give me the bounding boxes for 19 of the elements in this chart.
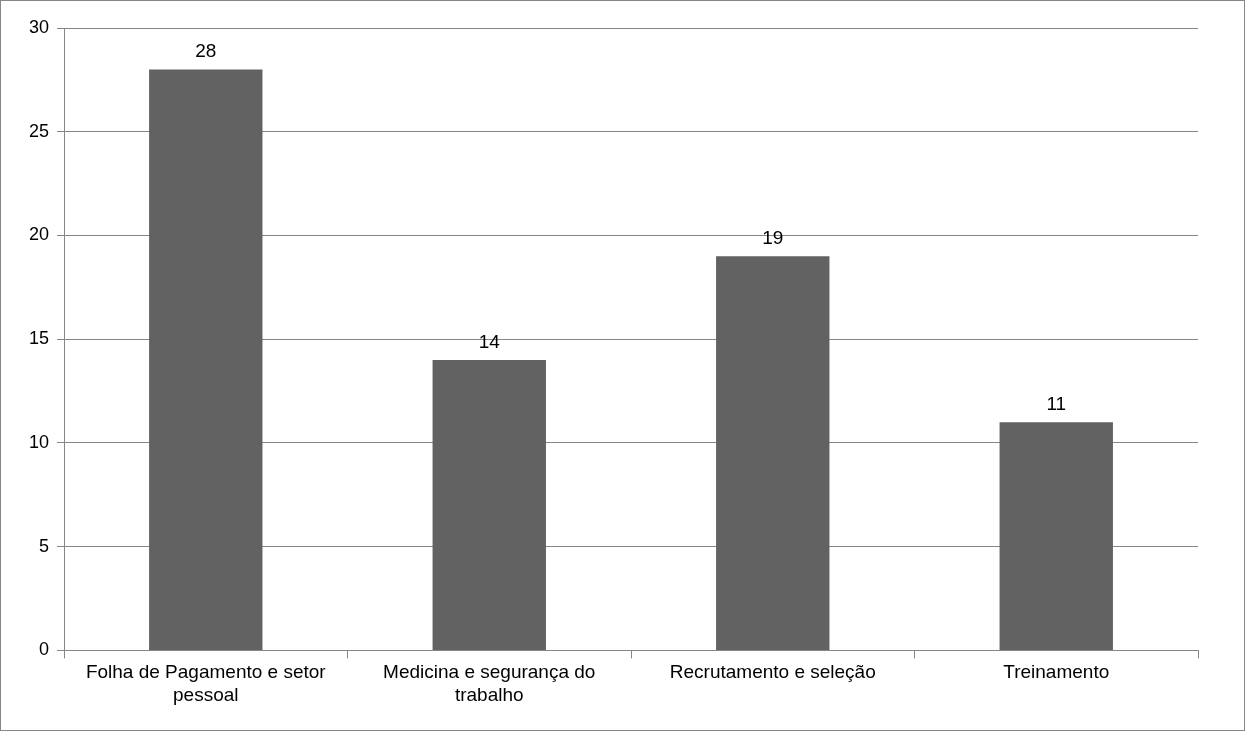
data-label: 19 — [762, 226, 784, 248]
bar — [432, 359, 546, 650]
x-tick-label: Medicina e segurança do trabalho — [383, 661, 596, 705]
y-tick-label: 25 — [28, 120, 50, 141]
data-label: 11 — [1046, 392, 1067, 414]
y-tick-label: 15 — [28, 328, 50, 349]
y-tick-label: 5 — [39, 535, 50, 556]
bar — [716, 256, 830, 650]
bar — [999, 422, 1113, 650]
y-tick-label: 30 — [28, 16, 50, 37]
x-tick-label: Treinamento — [1003, 661, 1110, 683]
data-label: 14 — [478, 330, 501, 352]
y-tick-label: 0 — [39, 639, 50, 660]
data-label: 28 — [195, 40, 217, 62]
x-tick-label: Recrutamento e seleção — [669, 661, 876, 683]
x-tick-label: Folha de Pagamento e setor pessoal — [85, 661, 327, 705]
bar — [149, 69, 263, 650]
y-tick-label: 10 — [28, 431, 50, 452]
y-tick-label: 20 — [28, 224, 50, 245]
